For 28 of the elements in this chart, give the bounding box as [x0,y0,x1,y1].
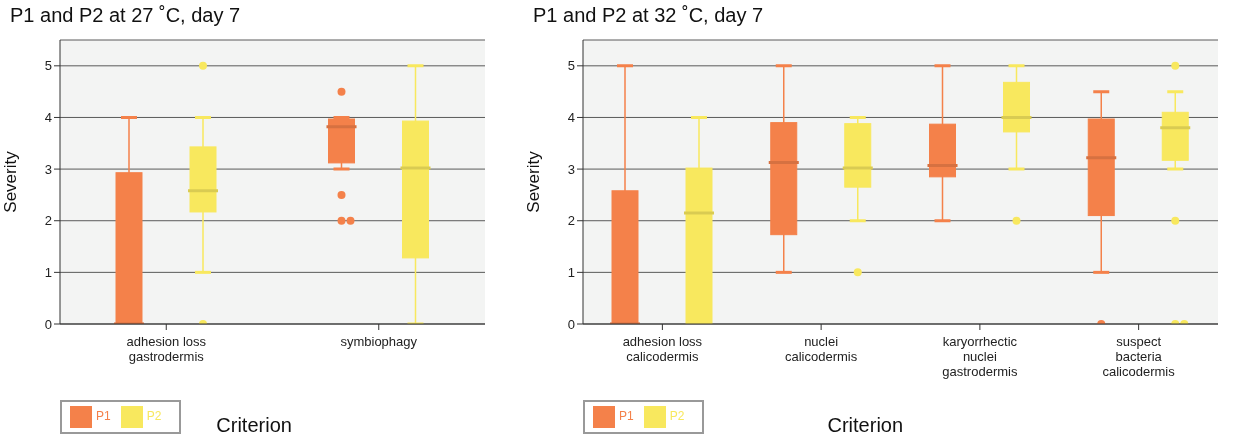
y-tick-label: 5 [567,58,575,74]
legend-label: P1 [96,409,111,424]
chart-title: P1 and P2 at 27 ˚C, day 7 [10,4,241,27]
y-tick-label: 1 [567,264,575,280]
y-tick-label: 5 [44,58,52,74]
x-tick-label: adhesion loss gastrodermis [126,334,207,364]
legend-label: P1 [619,409,634,424]
legend-label: P2 [669,409,685,424]
y-tick-label: 1 [44,264,52,280]
chart-title: P1 and P2 at 32 ˚C, day 7 [533,4,764,27]
y-tick-label: 4 [44,110,52,126]
x-axis-title: Criterion [216,414,292,437]
y-axis-title: Severity [524,150,544,213]
y-tick-label: 2 [567,213,575,229]
legend-label: P2 [146,409,162,424]
y-tick-label: 3 [44,161,52,177]
y-tick-label: 4 [567,110,575,126]
y-tick-label: 2 [44,213,52,229]
y-tick-label: 0 [567,316,575,332]
y-tick-label: 0 [44,316,52,332]
x-tick-label: nuclei calicodermis [785,334,858,364]
x-tick-label: suspect bacteria calicodermis [1102,334,1176,379]
x-tick-label: symbiophagy [340,334,418,349]
y-tick-label: 3 [567,161,575,177]
x-axis-title: Criterion [827,414,904,437]
y-axis-title: Severity [1,150,21,213]
x-tick-label: karyorrhectic nuclei gastrodermis [942,334,1018,379]
x-tick-label: adhesion loss calicodermis [622,334,703,364]
